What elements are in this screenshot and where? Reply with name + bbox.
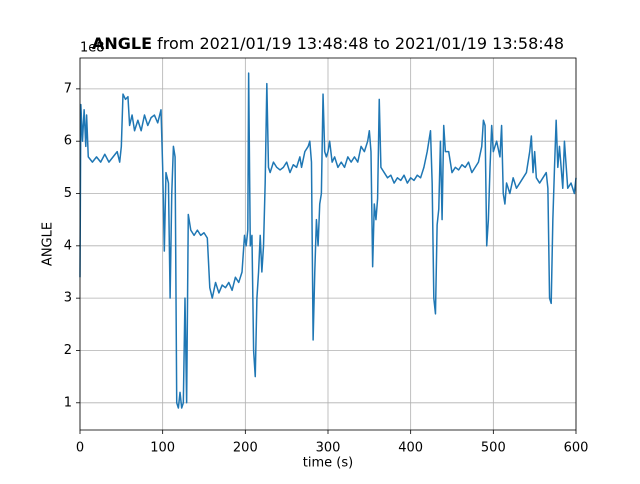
- y-tick-label: 2: [64, 343, 72, 358]
- x-tick-label: 300: [316, 441, 341, 456]
- chart-title: ANGLE from 2021/01/19 13:48:48 to 2021/0…: [92, 34, 564, 53]
- x-tick-label: 500: [481, 441, 506, 456]
- title-rest: from 2021/01/19 13:48:48 to 2021/01/19 1…: [152, 34, 564, 53]
- y-tick-label: 4: [64, 238, 72, 253]
- y-tick-label: 6: [64, 134, 72, 149]
- y-tick-label: 1: [64, 395, 72, 410]
- plot-layer: [79, 58, 577, 430]
- x-tick-label: 0: [76, 441, 84, 456]
- x-tick-label: 200: [233, 441, 258, 456]
- x-tick-label: 400: [398, 441, 423, 456]
- x-tick-label: 600: [564, 441, 589, 456]
- y-axis-label: ANGLE: [41, 222, 56, 266]
- y-offset-text: 1e8: [80, 41, 105, 56]
- y-tick-label: 5: [64, 186, 72, 201]
- data-line: [79, 72, 577, 409]
- y-tick-label: 7: [64, 81, 72, 96]
- title-bold: ANGLE: [92, 34, 152, 53]
- x-tick-label: 100: [150, 441, 175, 456]
- y-tick-label: 3: [64, 291, 72, 306]
- x-axis-label: time (s): [303, 456, 353, 471]
